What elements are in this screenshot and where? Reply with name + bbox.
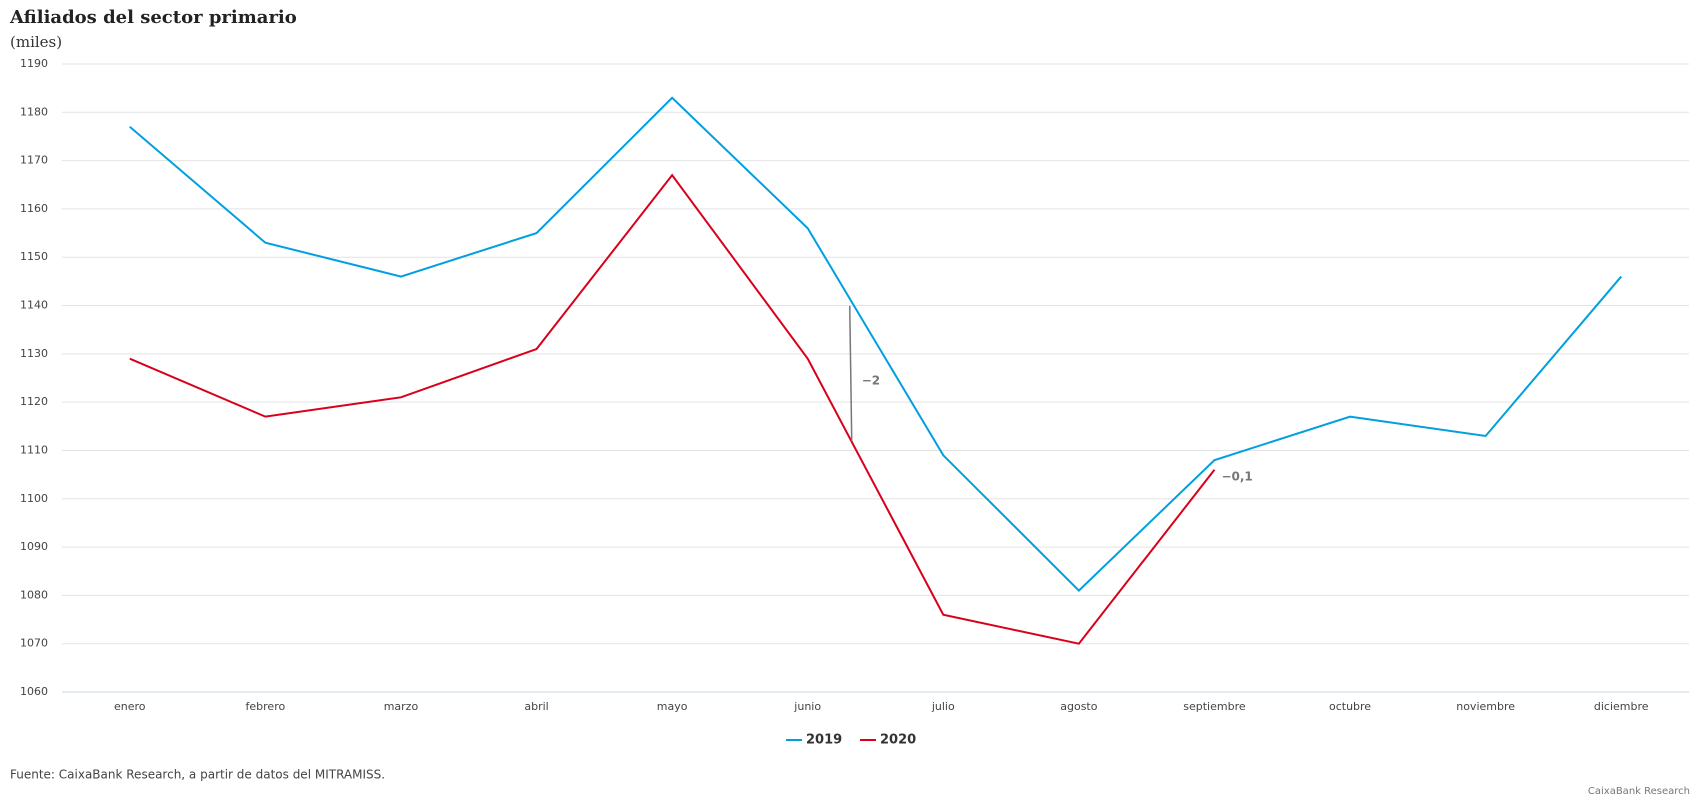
x-tick-label: marzo <box>384 700 419 713</box>
y-tick-label: 1150 <box>20 250 48 263</box>
credit: CaixaBank Research <box>1588 786 1690 797</box>
y-tick-label: 1120 <box>20 395 48 408</box>
chart-subtitle: (miles) <box>10 33 62 51</box>
y-tick-label: 1170 <box>20 154 48 167</box>
y-tick-label: 1070 <box>20 637 48 650</box>
x-tick-label: abril <box>524 700 548 713</box>
y-tick-label: 1160 <box>20 202 48 215</box>
annotation-line <box>848 305 853 442</box>
y-tick-label: 1140 <box>20 299 48 312</box>
line-series <box>129 96 1622 592</box>
line-series <box>129 173 1216 645</box>
x-tick-label: diciembre <box>1594 700 1649 713</box>
legend-label: 2020 <box>880 733 916 748</box>
y-tick-label: 1080 <box>20 588 48 601</box>
x-tick-label: agosto <box>1060 700 1097 713</box>
y-tick-label: 1110 <box>20 443 48 456</box>
x-tick-label: febrero <box>246 700 286 713</box>
x-tick-label: julio <box>931 700 955 713</box>
x-tick-label: septiembre <box>1183 700 1246 713</box>
y-tick-label: 1100 <box>20 492 48 505</box>
annotation: −0,1 <box>1221 470 1252 484</box>
y-tick-label: 1130 <box>20 347 48 360</box>
y-tick-label: 1180 <box>20 105 48 118</box>
x-tick-label: enero <box>114 700 146 713</box>
x-tick-label: junio <box>793 700 821 713</box>
y-tick-label: 1090 <box>20 540 48 553</box>
y-tick-label: 1060 <box>20 685 48 698</box>
chart-title: Afiliados del sector primario <box>9 7 297 28</box>
annotation: −2 <box>862 374 880 388</box>
x-tick-label: mayo <box>657 700 688 713</box>
x-tick-label: noviembre <box>1456 700 1515 713</box>
source: Fuente: CaixaBank Research, a partir de … <box>10 768 385 782</box>
y-tick-label: 1190 <box>20 57 48 70</box>
x-tick-label: octubre <box>1329 700 1371 713</box>
legend-label: 2019 <box>806 733 842 748</box>
